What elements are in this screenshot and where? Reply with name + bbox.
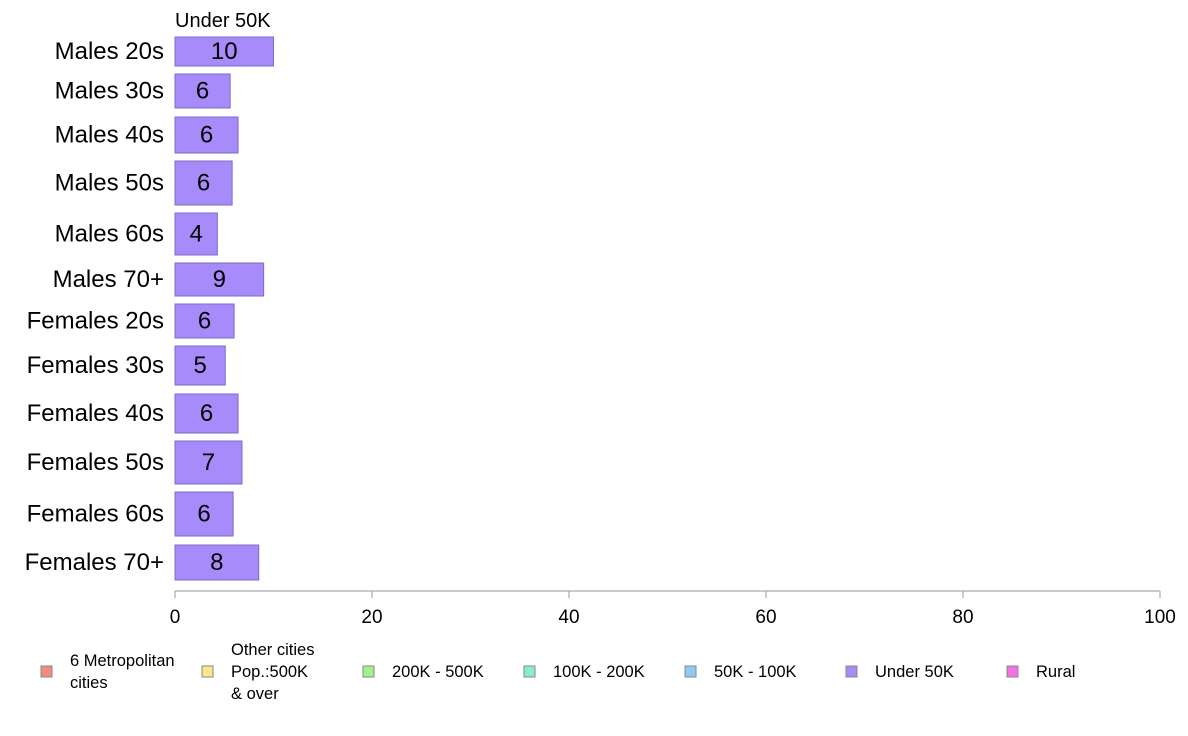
x-tick-label: 40 [558, 607, 579, 628]
legend-label: Under 50K [875, 663, 954, 681]
bar [174, 160, 233, 206]
legend-item: 200K - 500K [362, 663, 484, 681]
category-label: Males 20s [55, 38, 164, 65]
bar [174, 544, 260, 581]
legend-label: Pop.:500K [231, 663, 308, 681]
category-label: Females 40s [27, 400, 164, 427]
legend-label: 100K - 200K [553, 663, 645, 681]
bar-value-label: 6 [200, 400, 213, 427]
bars-group: Males 20s 10 Males 30s 6 Males 40s 6 Males 50s… [25, 36, 274, 581]
legend-label: 6 Metropolitan [70, 652, 175, 670]
bar-value-label: 6 [197, 501, 210, 528]
bar-value-label: 4 [189, 221, 202, 248]
bar [174, 36, 274, 67]
bar-value-label: 5 [193, 352, 206, 379]
category-label: Males 30s [55, 78, 164, 105]
panel-title: Under 50K [175, 10, 271, 32]
legend-item: Other cities Pop.:500K & over [201, 641, 314, 703]
bar-value-label: 6 [196, 78, 209, 105]
legend-label: Rural [1036, 663, 1075, 681]
legend-label: 50K - 100K [714, 663, 797, 681]
bar [174, 491, 234, 537]
category-label: Females 30s [27, 352, 164, 379]
bar [174, 73, 231, 109]
x-tick-label: 20 [361, 607, 382, 628]
bar [174, 393, 239, 434]
legend-item: 6 Metropolitan cities [40, 652, 175, 692]
bar-value-label: 6 [197, 170, 210, 197]
category-label: Females 70+ [25, 549, 164, 576]
legend-swatch [1006, 665, 1019, 678]
category-label: Females 50s [27, 449, 164, 476]
category-label: Females 60s [27, 501, 164, 528]
legend-swatch [40, 665, 53, 678]
legend-item: 50K - 100K [684, 663, 797, 681]
x-tick-label: 0 [170, 607, 181, 628]
x-axis: 0 20 40 60 80 100 [170, 590, 1176, 628]
bar-value-label: 7 [202, 449, 215, 476]
legend-swatch [523, 665, 536, 678]
x-tick-label: 80 [952, 607, 973, 628]
bar-value-label: 8 [210, 549, 223, 576]
legend-item: Rural [1006, 663, 1075, 681]
legend-swatch [684, 665, 697, 678]
x-tick-label: 100 [1144, 607, 1176, 628]
legend-swatch [201, 665, 214, 678]
legend-item: 100K - 200K [523, 663, 645, 681]
category-label: Females 20s [27, 308, 164, 335]
legend-label: 200K - 500K [392, 663, 484, 681]
bar [174, 212, 218, 256]
category-label: Males 50s [55, 170, 164, 197]
category-label: Males 40s [55, 122, 164, 149]
bar-value-label: 10 [211, 38, 238, 65]
bar-value-label: 6 [200, 122, 213, 149]
legend: 6 Metropolitan cities Other cities Pop.:50… [40, 641, 1075, 703]
bar [174, 116, 239, 154]
bar [174, 440, 243, 485]
legend-swatch [845, 665, 858, 678]
legend-label: & over [231, 685, 279, 703]
legend-label: Other cities [231, 641, 314, 659]
category-label: Males 70+ [53, 266, 164, 293]
bar [174, 345, 226, 386]
legend-item: Under 50K [845, 663, 954, 681]
legend-label: cities [70, 674, 108, 692]
category-label: Males 60s [55, 221, 164, 248]
bar [174, 262, 265, 297]
bar-value-label: 9 [213, 266, 226, 293]
bar [174, 303, 235, 339]
legend-swatch [362, 665, 375, 678]
x-tick-label: 60 [755, 607, 776, 628]
bar-value-label: 6 [198, 308, 211, 335]
